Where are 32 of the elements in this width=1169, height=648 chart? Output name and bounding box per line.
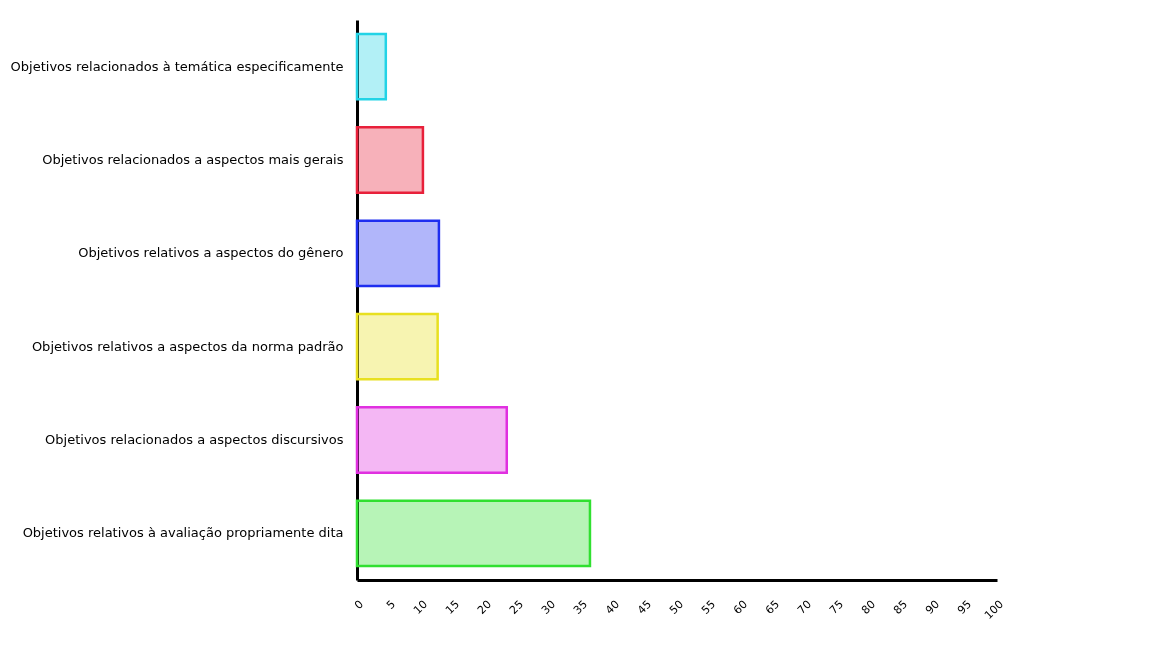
x-tick-label: 80: [858, 597, 878, 617]
x-tick-label: 30: [538, 597, 558, 617]
x-tick-label: 90: [922, 597, 942, 617]
bar: [355, 32, 388, 101]
x-tick-label: 95: [954, 597, 974, 617]
bar: [355, 406, 509, 474]
x-tick-label: 25: [506, 597, 526, 617]
x-tick-label: 45: [634, 597, 654, 617]
x-tick-label: 20: [474, 597, 494, 617]
x-tick-label: 10: [410, 597, 430, 617]
y-tick-label: Objetivos relativos a aspectos do gênero: [78, 245, 344, 261]
y-tick-label: Objetivos relacionados a aspectos discursivos: [45, 432, 344, 447]
bar: [355, 219, 441, 288]
x-tick-label: 60: [730, 597, 750, 617]
x-tick-label: 85: [890, 597, 910, 617]
x-tick-label: 70: [794, 597, 814, 617]
x-tick-label: 65: [762, 597, 782, 617]
x-tick-label: 75: [826, 597, 846, 617]
x-tick-label: 40: [602, 597, 622, 617]
bar: [355, 499, 592, 568]
x-tick-label: 15: [442, 597, 462, 617]
x-tick-label: 50: [666, 597, 686, 617]
bar: [355, 312, 439, 381]
y-tick-label: Objetivos relativos à avaliação propriamente dita: [22, 525, 344, 541]
bar: [355, 126, 425, 194]
y-tick-label: Objetivos relacionados a aspectos mais gerais: [42, 152, 344, 167]
y-tick-label: Objetivos relativos a aspectos da norma padrão: [31, 338, 344, 354]
x-tick-label: 5: [383, 597, 398, 612]
x-tick-label: 35: [570, 597, 590, 617]
x-tick-label: 55: [698, 597, 718, 617]
x-tick-label: 0: [351, 597, 366, 612]
y-tick-label: Objetivos relacionados à temática especificamente: [10, 58, 344, 74]
